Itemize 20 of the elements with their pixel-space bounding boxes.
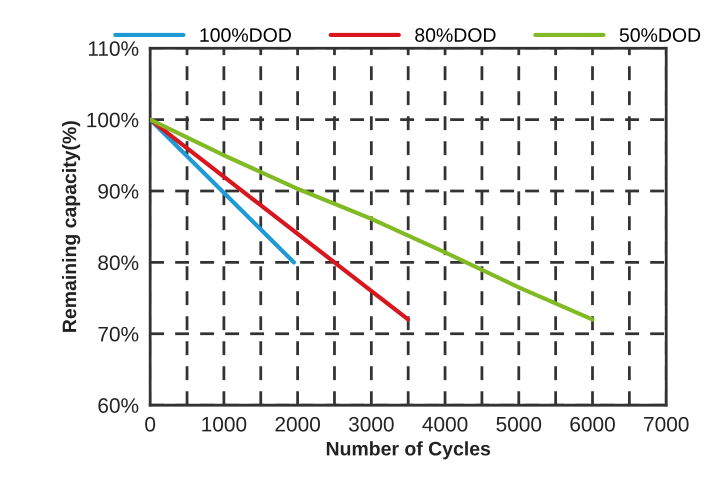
y-tick-label: 110% (88, 41, 138, 56)
y-tick-label: 80% (98, 255, 138, 270)
x-tick-label: 7000 (644, 416, 689, 432)
y-axis-title: Remaining capacity(%) (62, 121, 80, 332)
x-tick-label: 4000 (422, 416, 468, 432)
x-tick-label: 2000 (275, 416, 320, 432)
legend-label: 80%DOD (415, 28, 496, 42)
y-tick-label: 70% (98, 326, 138, 342)
y-tick-label: 90% (98, 184, 138, 199)
legend-label: 100%DOD (200, 28, 291, 42)
y-tick-label: 100% (87, 112, 138, 128)
y-tick-label: 60% (98, 398, 138, 413)
x-axis-title: Number of Cycles (326, 441, 490, 460)
x-tick-label: 1000 (202, 416, 246, 432)
x-tick-label: 3000 (348, 416, 394, 432)
legend-label: 50%DOD (620, 28, 700, 42)
x-tick-label: 5000 (496, 416, 542, 432)
x-tick-label: 6000 (570, 416, 615, 432)
line-series (150, 118, 595, 322)
x-tick-label: 0 (145, 416, 156, 432)
